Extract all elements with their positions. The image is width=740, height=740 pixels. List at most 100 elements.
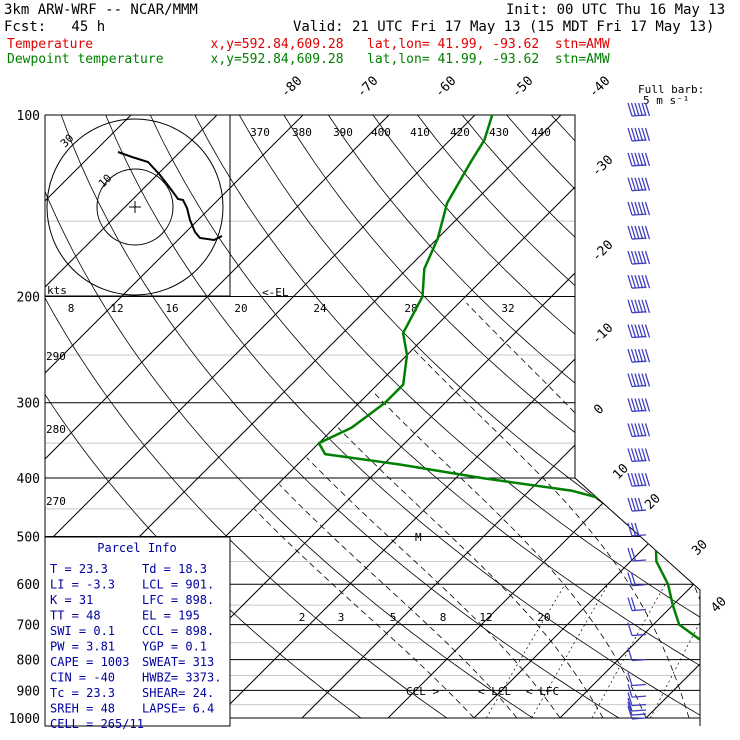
wind-barb-flag [627, 324, 633, 338]
moist-adiabat [374, 393, 647, 719]
moist-adiabat [254, 508, 475, 719]
mixing-ratio-label: 8 [440, 611, 447, 624]
wind-barb-flag [637, 423, 644, 437]
wind-barb [627, 177, 651, 192]
dry-adiabat [417, 115, 700, 719]
wind-barb-staff [631, 584, 647, 587]
wind-barb [627, 572, 647, 587]
isotherm [45, 115, 476, 719]
wind-barb-flag [641, 448, 647, 462]
wind-barb-flag [627, 572, 633, 586]
wind-barb-flag [634, 448, 640, 462]
wind-barb-staff [631, 608, 647, 612]
wind-barb [627, 152, 651, 167]
wind-barb-flag [641, 348, 647, 363]
wind-barb-flag [627, 472, 633, 487]
pressure-tick-label: 800 [17, 654, 40, 669]
dry-adiabat [194, 115, 700, 719]
wind-barb-flag [637, 373, 644, 387]
wind-barb-flag [644, 225, 651, 240]
wind-barb-flag [627, 522, 633, 537]
wind-barb-flag [627, 448, 633, 462]
wind-barb-staff [631, 717, 647, 720]
wind-barb-flag [641, 423, 647, 437]
wind-barb-flag [644, 177, 651, 191]
wind-barb [627, 705, 647, 720]
wind-barb [627, 348, 651, 363]
wind-barb-flag [634, 177, 640, 191]
temperature-trace [598, 115, 700, 719]
wind-barb-flag [644, 324, 651, 338]
dewpoint-trace [317, 115, 700, 719]
wind-barb-flag [634, 299, 640, 313]
plot-frame-right [45, 114, 701, 726]
hodo-ring-label: 10 [96, 172, 115, 191]
wind-barb [627, 497, 647, 512]
wind-barb-flag [627, 127, 633, 142]
wind-barb-flag [630, 102, 637, 117]
parcel-row-left: CELL = 265/11 [50, 717, 144, 731]
parcel-row-right: LAPSE= 6.4 [142, 702, 214, 716]
wind-barb-flag [630, 177, 637, 191]
hodo-speed-label: 8 [68, 302, 75, 315]
pressure-tick-label: 400 [17, 472, 40, 487]
wind-barb [627, 299, 651, 314]
pressure-tick-label: 500 [17, 530, 40, 545]
moist-adiabat [306, 457, 561, 719]
wind-barb [627, 547, 647, 562]
parcel-row-left: Tc = 23.3 [50, 686, 115, 700]
wind-barb-flag [637, 250, 644, 265]
wind-barb-flag [644, 152, 651, 167]
mixing-ratio-label: 5 [390, 611, 397, 624]
wind-barb-flag [634, 250, 640, 265]
parcel-row-left: CIN = -40 [50, 671, 115, 685]
wind-barb-flag [644, 348, 651, 363]
theta-label: 400 [371, 126, 391, 139]
dry-adiabat [45, 115, 534, 719]
pressure-tick-label: 700 [17, 619, 40, 634]
wind-barb-flag [641, 373, 647, 387]
wind-barb [627, 102, 651, 117]
wind-barb-flag [627, 348, 633, 363]
moist-adiabat [578, 296, 700, 719]
wind-barb [627, 472, 651, 487]
isotherm-label: -80 [278, 74, 305, 101]
wind-barb-flag [641, 250, 647, 265]
isotherm [559, 115, 700, 719]
isotherm-label: 0 [591, 402, 607, 418]
wind-barb-flag [641, 152, 647, 167]
m-annotation: M [415, 531, 422, 544]
wind-barb-flag [627, 705, 633, 720]
dry-adiabat [550, 115, 700, 719]
moist-adiabat [279, 484, 518, 719]
wind-barb-flag [634, 522, 640, 537]
isotherm [732, 115, 740, 718]
forecast-hour: Fcst: 45 h [4, 19, 106, 35]
pressure-tick-label: 1000 [9, 712, 40, 727]
wind-barbs [627, 102, 651, 720]
wind-barb-flag [630, 448, 637, 462]
mixing-ratio-label: 12 [479, 611, 492, 624]
isotherm-label: -40 [586, 74, 613, 101]
wind-barb-flag [627, 152, 633, 167]
wind-barb [627, 373, 651, 388]
wind-barb [627, 423, 651, 438]
isotherm [473, 115, 700, 719]
theta-label: 430 [489, 126, 509, 139]
wind-barb [627, 692, 647, 707]
pressure-tick-label: 100 [17, 109, 40, 124]
barb-legend-unit: 5 m s⁻¹ [643, 94, 689, 107]
isotherm [45, 115, 218, 719]
parcel-row-left: CAPE = 1003 [50, 655, 129, 669]
wind-barb-flag [637, 127, 644, 142]
wind-barb-flag [634, 324, 640, 338]
theta-label: 420 [450, 126, 470, 139]
theta-label-left: 280 [46, 423, 66, 436]
wind-barb-flag [630, 572, 637, 586]
mixing-ratio-label: 3 [338, 611, 345, 624]
wind-barb-flag [634, 472, 640, 487]
wind-barb [627, 398, 651, 413]
wind-barb-flag [644, 299, 651, 313]
wind-barb-staff [631, 658, 647, 662]
